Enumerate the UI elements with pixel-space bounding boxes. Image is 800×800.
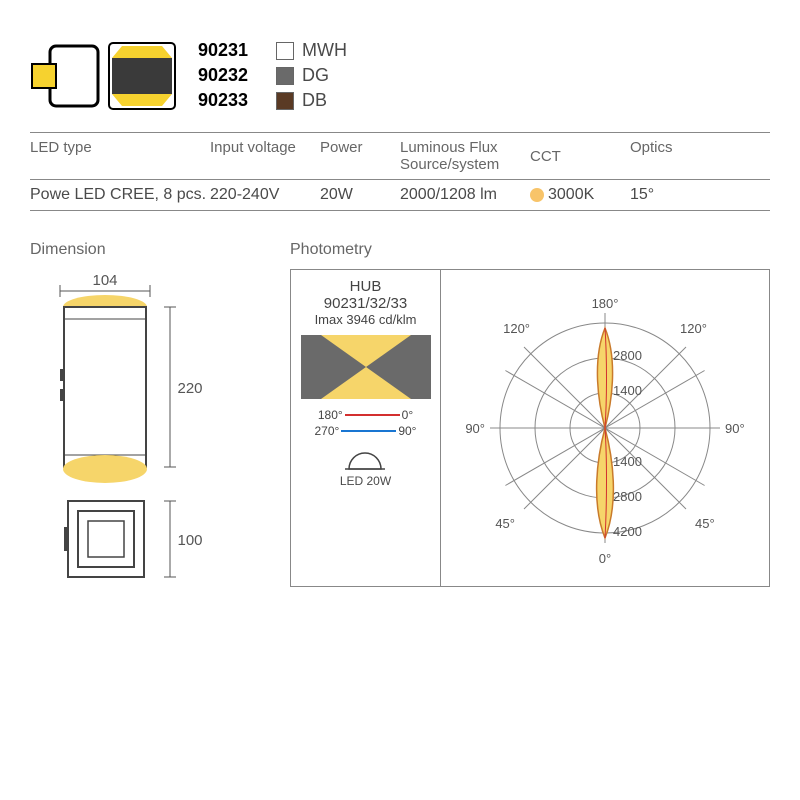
dim-depth: 100 bbox=[177, 532, 202, 549]
spec-header-optics: Optics bbox=[630, 139, 700, 173]
spec-header-led: LED type bbox=[30, 139, 210, 173]
legend-line-icon bbox=[345, 414, 400, 416]
variant-code: 90233 bbox=[198, 90, 268, 111]
spec-header-power: Power bbox=[320, 139, 400, 173]
product-icon-side bbox=[30, 40, 102, 112]
spec-header-cct: CCT bbox=[530, 139, 630, 173]
dim-height: 220 bbox=[177, 380, 202, 397]
variant-label: DB bbox=[302, 90, 327, 111]
polar-chart: 180° 120° 120° 90° 90° 45° 45° 0° 2800 1… bbox=[455, 278, 755, 578]
variant-row: 90233 DB bbox=[198, 90, 347, 111]
angle-label: 180° bbox=[592, 296, 619, 311]
header-row: 90231 MWH 90232 DG 90233 DB bbox=[30, 40, 770, 112]
variant-code: 90232 bbox=[198, 65, 268, 86]
ring-label: 1400 bbox=[613, 454, 642, 469]
legend-right: 90° bbox=[398, 424, 416, 438]
spec-table: LED type Input voltage Power Luminous Fl… bbox=[30, 132, 770, 211]
bottom-sections: Dimension 104 220 bbox=[30, 241, 770, 614]
spec-optics: 15° bbox=[630, 186, 700, 204]
legend-line-icon bbox=[341, 430, 396, 432]
ring-label: 1400 bbox=[613, 383, 642, 398]
variant-label: MWH bbox=[302, 40, 347, 61]
legend-right: 0° bbox=[402, 408, 413, 422]
angle-label: 45° bbox=[495, 516, 515, 531]
dome-icon bbox=[345, 449, 385, 471]
photometry-title: Photometry bbox=[290, 241, 770, 259]
product-icons bbox=[30, 40, 178, 112]
angle-label: 120° bbox=[680, 321, 707, 336]
photometry-section: Photometry HUB 90231/32/33 Imax 3946 cd/… bbox=[290, 241, 770, 614]
angle-label: 120° bbox=[503, 321, 530, 336]
legend-row: 270° 90° bbox=[297, 424, 434, 438]
dimension-section: Dimension 104 220 bbox=[30, 241, 240, 614]
variant-list: 90231 MWH 90232 DG 90233 DB bbox=[198, 40, 347, 111]
legend-left: 180° bbox=[318, 408, 343, 422]
hub-imax: Imax 3946 cd/klm bbox=[315, 312, 417, 327]
spec-led: Powe LED CREE, 8 pcs. bbox=[30, 186, 210, 204]
spec-header-row: LED type Input voltage Power Luminous Fl… bbox=[30, 133, 770, 180]
variant-swatch bbox=[276, 42, 294, 60]
variant-code: 90231 bbox=[198, 40, 268, 61]
spec-volt: 220-240V bbox=[210, 186, 320, 204]
ring-label: 4200 bbox=[613, 524, 642, 539]
product-icon-front bbox=[106, 40, 178, 112]
hub-label: HUB bbox=[350, 278, 382, 295]
dim-width: 104 bbox=[92, 272, 117, 289]
beam-distribution-icon bbox=[301, 335, 431, 399]
variant-row: 90231 MWH bbox=[198, 40, 347, 61]
angle-label: 45° bbox=[695, 516, 715, 531]
angle-label: 90° bbox=[725, 421, 745, 436]
spec-flux: 2000/1208 lm bbox=[400, 186, 530, 204]
spec-header-flux: Luminous Flux Source/system bbox=[400, 139, 530, 173]
spec-data-row: Powe LED CREE, 8 pcs. 220-240V 20W 2000/… bbox=[30, 180, 770, 210]
spec-cct: 3000K bbox=[530, 186, 630, 204]
dimension-title: Dimension bbox=[30, 241, 240, 259]
ring-label: 2800 bbox=[613, 489, 642, 504]
variant-label: DG bbox=[302, 65, 329, 86]
photometry-info: HUB 90231/32/33 Imax 3946 cd/klm 180° 0°… bbox=[291, 270, 441, 586]
led-dome: LED 20W bbox=[340, 449, 391, 488]
variant-row: 90232 DG bbox=[198, 65, 347, 86]
angle-label: 0° bbox=[599, 551, 611, 566]
led-label: LED 20W bbox=[340, 474, 391, 488]
photometry-box: HUB 90231/32/33 Imax 3946 cd/klm 180° 0°… bbox=[290, 269, 770, 587]
spec-header-volt: Input voltage bbox=[210, 139, 320, 173]
hub-codes: 90231/32/33 bbox=[324, 295, 407, 312]
spec-power: 20W bbox=[320, 186, 400, 204]
ring-label: 2800 bbox=[613, 348, 642, 363]
photometry-polar: 180° 120° 120° 90° 90° 45° 45° 0° 2800 1… bbox=[441, 270, 769, 586]
variant-swatch bbox=[276, 67, 294, 85]
legend-row: 180° 0° bbox=[297, 408, 434, 422]
cct-color-icon bbox=[530, 188, 544, 202]
legend-left: 270° bbox=[315, 424, 340, 438]
variant-swatch bbox=[276, 92, 294, 110]
dimension-drawing: 104 220 100 bbox=[30, 269, 230, 609]
spec-cct-text: 3000K bbox=[548, 186, 594, 204]
angle-label: 90° bbox=[465, 421, 485, 436]
